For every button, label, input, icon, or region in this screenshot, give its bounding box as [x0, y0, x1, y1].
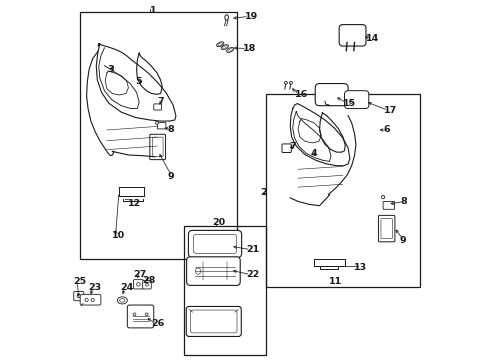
Text: 20: 20	[212, 219, 225, 228]
FancyBboxPatch shape	[74, 292, 83, 301]
Bar	[80, 12, 237, 258]
Text: 6: 6	[383, 126, 389, 135]
Text: 13: 13	[353, 263, 366, 272]
FancyBboxPatch shape	[315, 84, 347, 106]
FancyBboxPatch shape	[157, 122, 165, 129]
Text: 16: 16	[294, 90, 307, 99]
Text: 8: 8	[399, 197, 406, 206]
Ellipse shape	[218, 43, 222, 46]
Text: 10: 10	[111, 231, 124, 240]
FancyBboxPatch shape	[382, 202, 394, 209]
Ellipse shape	[227, 49, 232, 51]
FancyBboxPatch shape	[80, 294, 101, 305]
Ellipse shape	[289, 81, 292, 84]
Text: 8: 8	[167, 126, 174, 135]
Ellipse shape	[226, 48, 233, 53]
FancyBboxPatch shape	[344, 91, 368, 109]
Ellipse shape	[133, 313, 136, 316]
FancyBboxPatch shape	[186, 257, 240, 285]
Text: 17: 17	[383, 106, 396, 115]
FancyBboxPatch shape	[133, 280, 143, 289]
Text: 3: 3	[107, 65, 113, 74]
Text: 7: 7	[288, 141, 295, 150]
Bar	[183, 226, 265, 355]
Text: 14: 14	[365, 35, 378, 44]
Ellipse shape	[145, 283, 148, 286]
Ellipse shape	[381, 195, 384, 199]
FancyBboxPatch shape	[153, 104, 162, 110]
Ellipse shape	[117, 297, 127, 304]
FancyBboxPatch shape	[188, 230, 241, 257]
Ellipse shape	[224, 15, 228, 20]
Text: 24: 24	[120, 283, 133, 292]
FancyBboxPatch shape	[142, 280, 151, 289]
FancyBboxPatch shape	[127, 305, 153, 328]
Ellipse shape	[145, 313, 148, 316]
FancyBboxPatch shape	[282, 144, 291, 153]
Text: 2: 2	[260, 188, 266, 197]
FancyBboxPatch shape	[149, 134, 165, 159]
Ellipse shape	[195, 268, 200, 274]
Ellipse shape	[91, 298, 94, 302]
Bar	[265, 94, 419, 287]
Ellipse shape	[221, 45, 228, 50]
Text: 15: 15	[342, 99, 355, 108]
Text: 5: 5	[135, 77, 142, 86]
Text: 4: 4	[310, 149, 317, 158]
Text: 27: 27	[133, 270, 146, 279]
Ellipse shape	[349, 101, 352, 104]
Text: 26: 26	[151, 319, 164, 328]
Ellipse shape	[77, 294, 80, 298]
Ellipse shape	[85, 298, 88, 302]
Text: 1: 1	[149, 6, 156, 15]
Text: 19: 19	[244, 12, 257, 21]
Text: 9: 9	[399, 236, 406, 245]
Text: 12: 12	[128, 199, 142, 208]
Text: 7: 7	[157, 97, 163, 106]
Text: 9: 9	[167, 172, 174, 181]
Ellipse shape	[155, 121, 158, 124]
Text: 21: 21	[246, 245, 259, 254]
Ellipse shape	[284, 81, 287, 84]
FancyBboxPatch shape	[339, 24, 365, 46]
Text: 25: 25	[73, 277, 86, 286]
Text: 28: 28	[142, 275, 156, 284]
Ellipse shape	[216, 42, 224, 47]
Text: 18: 18	[242, 44, 256, 53]
Text: 11: 11	[328, 277, 341, 286]
Ellipse shape	[222, 46, 227, 49]
FancyBboxPatch shape	[186, 306, 241, 337]
Text: 23: 23	[88, 283, 102, 292]
Ellipse shape	[120, 298, 125, 302]
Text: 22: 22	[246, 270, 259, 279]
FancyBboxPatch shape	[378, 215, 394, 242]
Ellipse shape	[136, 283, 140, 286]
